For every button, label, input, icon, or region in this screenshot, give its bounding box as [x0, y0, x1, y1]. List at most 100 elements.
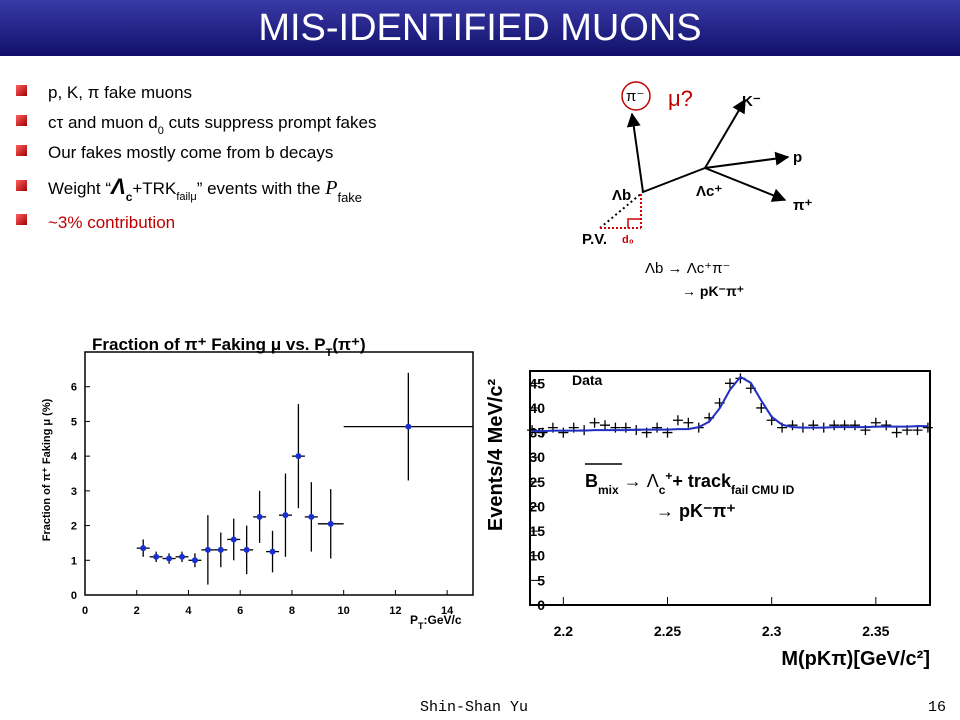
- bullet-icon: [16, 115, 27, 126]
- bullet-text: cτ and muon d0 cuts suppress prompt fake…: [48, 113, 376, 137]
- data-point: [829, 420, 840, 431]
- data-point: [295, 453, 302, 460]
- y-tick-label: 30: [529, 449, 545, 465]
- y-tick-label: 15: [529, 523, 545, 539]
- highlight-circle: [621, 81, 651, 111]
- diagram-label: Λc⁺: [696, 183, 722, 200]
- diagram-label: K⁻: [742, 93, 761, 110]
- bullets: p, K, π fake muons cτ and muon d0 cuts s…: [16, 83, 376, 232]
- plot-frame: [529, 370, 931, 606]
- data-point: [620, 422, 631, 433]
- x-tick-label: 2.25: [654, 623, 681, 639]
- data-point: [850, 420, 860, 431]
- y-tick-label: 0: [71, 590, 77, 602]
- y-tick-label: 1: [71, 555, 77, 567]
- diagram-label: Λb → Λc⁺π⁻: [645, 260, 730, 277]
- y-tick-label: 40: [529, 400, 545, 416]
- data-point: [308, 513, 315, 520]
- data-point: [140, 545, 147, 552]
- y-axis-label: Fraction of π⁺ Faking μ (%): [41, 398, 53, 541]
- bullet-icon: [16, 85, 27, 96]
- diagram-label: μ?: [668, 86, 693, 111]
- diagram-label: d₀: [622, 234, 634, 246]
- y-tick-label: 6: [71, 382, 77, 394]
- data-point: [891, 427, 902, 438]
- bullet-icon: [16, 214, 27, 225]
- data-point: [756, 402, 767, 413]
- data-point: [808, 420, 819, 431]
- track: [704, 167, 787, 202]
- x-tick-label: 4: [185, 605, 192, 617]
- data-point: [166, 555, 173, 562]
- annotation: Bmix → Λc++ trackfail CMU ID: [585, 469, 795, 497]
- data-point: [652, 422, 663, 433]
- data-point: [589, 417, 600, 428]
- x-tick-label: 2.3: [762, 623, 782, 639]
- data-point: [839, 420, 850, 431]
- bullet-text: Weight “Λc+TRKfailμ” events with the Pfa…: [48, 174, 362, 205]
- y-tick-label: 4: [71, 451, 78, 463]
- data-point: [600, 420, 610, 431]
- y-tick-label: 2: [71, 521, 77, 533]
- x-tick-label: 14: [441, 605, 454, 617]
- bullet-icon: [16, 145, 27, 156]
- x-tick-label: 2.2: [554, 623, 574, 639]
- footer-author: Shin-Shan Yu: [420, 699, 528, 716]
- x-tick-label: 6: [237, 605, 243, 617]
- data-point: [191, 557, 198, 564]
- data-point: [179, 553, 185, 560]
- y-tick-label: 3: [71, 486, 77, 498]
- bullet-text: p, K, π fake muons: [48, 83, 192, 102]
- y-tick-label: 25: [529, 474, 545, 490]
- diagram-label: P.V.: [582, 231, 607, 248]
- right-angle: [627, 218, 641, 228]
- data-point: [327, 520, 334, 527]
- data-point: [204, 546, 211, 553]
- chart-title: Fraction of π⁺ Faking μ vs. PT(π⁺): [92, 335, 366, 359]
- y-tick-label: 5: [71, 416, 77, 428]
- legend-label: Data: [572, 372, 603, 388]
- data-point: [269, 548, 276, 555]
- y-tick-label: 5: [537, 572, 545, 588]
- y-tick-label: 35: [529, 425, 545, 441]
- data-point: [243, 546, 250, 553]
- plot-frame: [84, 351, 474, 596]
- x-tick-label: 0: [82, 605, 88, 617]
- y-tick-label: 20: [529, 498, 545, 514]
- diagram-label: → pK⁻π⁺: [682, 283, 744, 299]
- chart-pion-fake-rate: Fraction of π⁺ Faking μ vs. PT(π⁺) Fract…: [41, 335, 474, 631]
- data-point: [672, 415, 683, 426]
- data-point: [922, 422, 933, 433]
- data-point: [881, 420, 892, 431]
- x-tick-label: 12: [389, 605, 401, 617]
- data-point: [683, 417, 694, 428]
- bullet-text: ~3% contribution: [48, 213, 175, 232]
- decay-diagram: π⁻ μ? K⁻ p π⁺ Λb Λc⁺ P.V. d₀ Λb → Λc⁺π⁻ …: [582, 81, 812, 299]
- bullet-icon: [16, 180, 27, 191]
- diagram-label: π⁻: [626, 88, 644, 105]
- track: [626, 112, 644, 193]
- chart-mass-spectrum: Events/4 MeV/c² M(pKπ)[GeV/c²] Bmix → Λc…: [485, 370, 933, 670]
- data-point: [787, 420, 798, 431]
- track: [704, 98, 746, 169]
- track: [704, 151, 790, 169]
- diagram-label: Λb: [612, 187, 631, 204]
- y-axis-label: Events/4 MeV/c²: [485, 379, 507, 532]
- diagram-label: π⁺: [793, 197, 812, 214]
- bullet-text: Our fakes mostly come from b decays: [48, 143, 333, 162]
- data-point: [217, 546, 224, 553]
- annotation: → pK⁻π⁺: [656, 501, 736, 521]
- x-axis-label: M(pKπ)[GeV/c²]: [781, 648, 930, 670]
- data-point: [153, 553, 160, 560]
- data-point: [610, 422, 621, 433]
- data-point: [725, 378, 735, 389]
- x-tick-label: 2: [134, 605, 140, 617]
- x-tick-label: 10: [338, 605, 350, 617]
- x-tick-label: 2.35: [862, 623, 889, 639]
- title-bar: [0, 0, 960, 56]
- data-point: [558, 427, 569, 438]
- lambda-b-path: [599, 191, 644, 229]
- y-tick-label: 45: [529, 375, 545, 391]
- data-point: [537, 427, 548, 438]
